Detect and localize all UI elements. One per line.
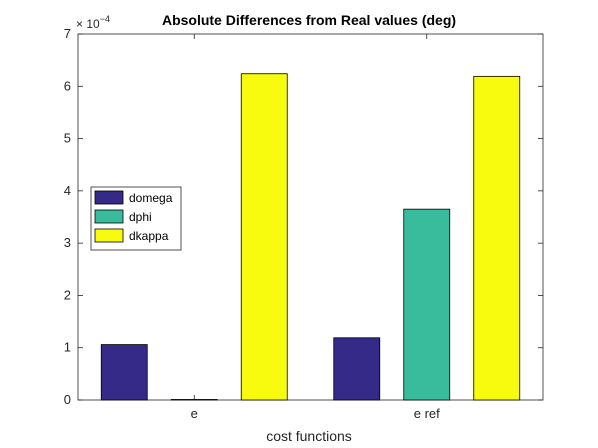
exponent-base: × 10 — [76, 17, 100, 31]
bar-domega-0 — [100, 344, 148, 401]
y-tick-label: 0 — [64, 392, 71, 407]
svg-text:× 10−4: × 10−4 — [76, 14, 110, 31]
legend-swatch-dphi — [94, 209, 124, 224]
x-tick-label: e — [191, 406, 198, 421]
y-tick-label: 6 — [64, 78, 71, 93]
x-tick-label: e ref — [414, 406, 440, 421]
y-tick-label: 1 — [64, 340, 71, 355]
exponent-power: −4 — [100, 14, 110, 24]
x-axis-title: cost functions — [266, 428, 352, 444]
legend-swatch-domega — [94, 190, 124, 205]
legend-label-domega: domega — [129, 191, 173, 205]
y-axis-exponent-label: × 10−4 — [76, 14, 110, 31]
legend: domega dphi dkappa — [90, 186, 182, 251]
legend-swatch-dkappa — [94, 228, 124, 243]
y-tick-label: 2 — [64, 287, 71, 302]
legend-label-dphi: dphi — [129, 210, 152, 224]
y-tick-label: 3 — [64, 235, 71, 250]
bar-dphi-0 — [170, 399, 218, 401]
y-tick-label: 5 — [64, 131, 71, 146]
y-tick-label: 7 — [64, 26, 71, 41]
bar-dkappa-1 — [473, 75, 521, 401]
chart-title: Absolute Differences from Real values (d… — [162, 12, 456, 28]
legend-label-dkappa: dkappa — [129, 229, 169, 243]
bar-domega-1 — [333, 337, 381, 401]
bar-dphi-1 — [403, 208, 451, 401]
y-tick-label: 4 — [64, 183, 71, 198]
bar-dkappa-0 — [240, 73, 288, 401]
